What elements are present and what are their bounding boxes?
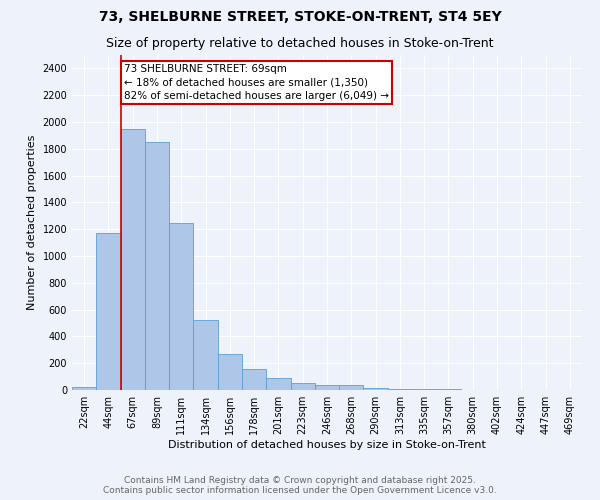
Bar: [72, 388, 96, 390]
Bar: [169, 222, 193, 390]
Bar: [266, 378, 290, 390]
Text: 73 SHELBURNE STREET: 69sqm
← 18% of detached houses are smaller (1,350)
82% of s: 73 SHELBURNE STREET: 69sqm ← 18% of deta…: [124, 64, 389, 101]
X-axis label: Distribution of detached houses by size in Stoke-on-Trent: Distribution of detached houses by size …: [168, 440, 486, 450]
Bar: [242, 369, 266, 390]
Bar: [96, 232, 121, 390]
Bar: [290, 384, 315, 390]
Bar: [364, 388, 388, 390]
Bar: [388, 388, 412, 390]
Y-axis label: Number of detached properties: Number of detached properties: [27, 135, 37, 310]
Bar: [339, 386, 364, 390]
Text: Contains HM Land Registry data © Crown copyright and database right 2025.
Contai: Contains HM Land Registry data © Crown c…: [103, 476, 497, 495]
Bar: [218, 354, 242, 390]
Bar: [193, 320, 218, 390]
Bar: [412, 389, 436, 390]
Bar: [315, 384, 339, 390]
Bar: [145, 142, 169, 390]
Text: Size of property relative to detached houses in Stoke-on-Trent: Size of property relative to detached ho…: [106, 38, 494, 51]
Text: 73, SHELBURNE STREET, STOKE-ON-TRENT, ST4 5EY: 73, SHELBURNE STREET, STOKE-ON-TRENT, ST…: [98, 10, 502, 24]
Bar: [121, 128, 145, 390]
